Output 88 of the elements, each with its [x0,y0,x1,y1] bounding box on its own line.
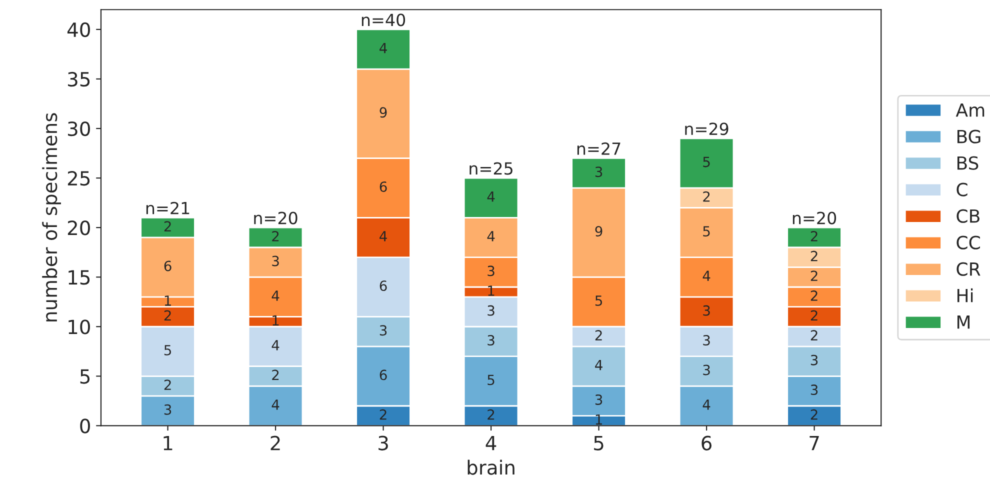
total-label: n=21 [146,202,190,214]
legend-label: M [957,315,970,329]
data-label: 3 [595,166,602,178]
data-label: 4 [487,192,495,202]
y-tick-label: 25 [68,170,90,186]
data-label: 2 [164,380,171,390]
data-label: 3 [164,404,172,415]
total-label: n=29 [685,122,728,136]
data-label: 1 [272,315,279,326]
data-label: 4 [702,270,710,281]
y-tick-label: 40 [67,22,90,38]
legend-label: Hi [957,288,973,302]
x-axis-title: brain [468,460,514,475]
y-tick-label: 30 [68,121,90,136]
x-tick-label: 4 [486,436,496,450]
total-label: n=40 [362,14,406,26]
data-label: 2 [810,290,818,301]
data-label: 2 [164,310,171,321]
data-label: 3 [703,335,710,346]
legend-label: CC [956,236,980,250]
data-label: 2 [164,221,171,232]
data-label: 1 [596,414,602,425]
data-label: 2 [810,250,818,262]
data-label: 2 [810,310,818,321]
data-label: 4 [487,231,495,242]
data-label: 3 [810,354,818,366]
y-tick-label: 10 [68,320,90,334]
data-label: 4 [595,360,602,370]
data-label: 3 [488,305,494,316]
data-label: 4 [272,290,280,301]
data-label: 3 [810,384,818,396]
data-label: 3 [488,335,494,346]
data-label: 2 [810,409,818,420]
data-label: 2 [380,409,386,420]
data-label: 1 [164,296,171,306]
data-label: 3 [380,325,387,336]
data-label: 2 [810,270,818,281]
data-label: 2 [488,409,494,420]
data-label: 4 [380,231,387,242]
x-tick-label: 7 [810,436,819,450]
data-label: 2 [703,191,710,202]
data-label: 9 [595,226,602,237]
data-label: 6 [380,280,387,292]
y-tick-label: 20 [68,220,90,236]
x-tick-label: 6 [702,436,712,450]
data-label: 2 [272,370,279,380]
legend-label: CB [956,209,980,223]
total-label: n=20 [792,212,836,224]
data-label: 3 [272,256,279,266]
y-tick-label: 5 [80,369,90,384]
legend-label: C [956,182,968,196]
data-label: 6 [164,260,172,272]
y-axis-title: number of specimens [42,113,61,322]
data-label: 4 [702,400,710,410]
total-label: n=25 [470,162,512,175]
y-tick-label: 15 [68,270,90,285]
x-tick-label: 2 [270,436,280,450]
data-label: 5 [703,156,710,168]
data-label: 2 [810,230,818,242]
data-label: 6 [380,370,387,380]
data-label: 3 [488,266,494,276]
data-label: 4 [380,42,387,54]
data-label: 9 [380,107,387,118]
legend-label: BG [957,130,980,144]
data-label: 5 [164,345,171,356]
data-label: 3 [595,394,602,405]
x-tick-label: 5 [594,436,604,450]
data-label: 2 [272,230,279,242]
data-label: 1 [488,286,494,296]
legend-label: CR [956,262,980,276]
x-tick-label: 1 [164,436,172,450]
total-label: n=27 [577,142,620,155]
data-label: 6 [380,181,387,192]
data-label: 4 [272,340,280,350]
data-label: 4 [272,400,280,410]
data-label: 2 [810,330,818,340]
legend-label: BS [957,156,978,170]
data-label: 3 [703,364,710,376]
y-tick-label: 35 [68,72,90,87]
data-label: 5 [595,296,602,306]
data-label: 5 [703,226,710,237]
y-tick-label: 0 [80,418,90,434]
data-label: 5 [488,374,494,386]
x-tick-label: 3 [378,436,388,450]
data-label: 3 [703,305,710,316]
total-label: n=20 [254,212,298,224]
legend-label: Am [956,103,984,117]
data-label: 2 [595,330,602,340]
